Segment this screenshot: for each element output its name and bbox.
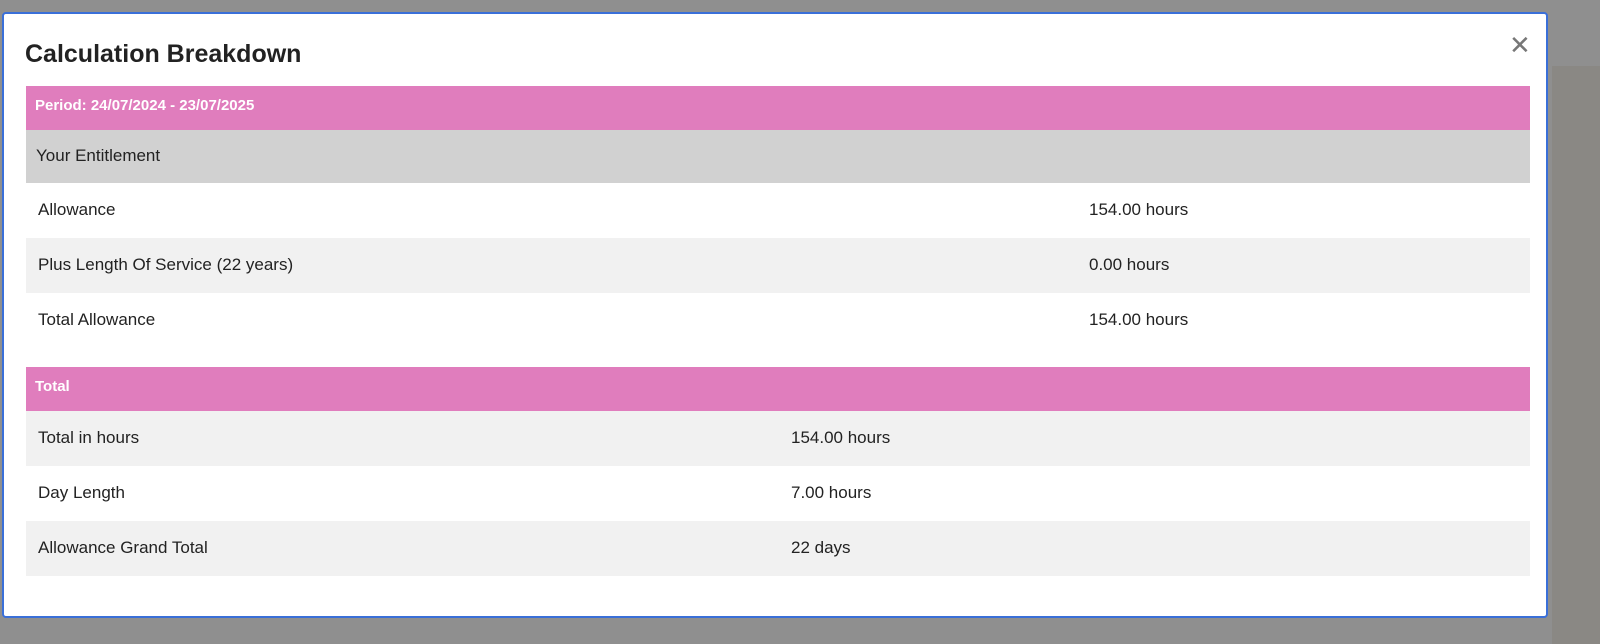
row-value: 22 days	[791, 538, 851, 557]
total-table: Total Total in hours 154.00 hours Day Le…	[26, 367, 1530, 576]
total-header: Total	[26, 367, 1530, 411]
calculation-breakdown-modal: Calculation Breakdown ✕ Period: 24/07/20…	[2, 12, 1548, 618]
row-value: 154.00 hours	[791, 428, 891, 447]
table-row: Day Length 7.00 hours	[26, 466, 1530, 521]
section-header: Your Entitlement	[26, 130, 1530, 183]
row-value: 7.00 hours	[791, 483, 872, 502]
row-label: Allowance Grand Total	[38, 538, 208, 557]
row-label: Total Allowance	[38, 310, 156, 329]
row-label: Total in hours	[38, 428, 140, 447]
background-panel	[1552, 66, 1600, 644]
table-row: Total in hours 154.00 hours	[26, 411, 1530, 466]
row-value: 154.00 hours	[1089, 200, 1189, 219]
table-row: Plus Length Of Service (22 years) 0.00 h…	[26, 238, 1530, 293]
row-value: 0.00 hours	[1089, 255, 1170, 274]
table-row: Total Allowance 154.00 hours	[26, 293, 1530, 348]
row-label: Day Length	[38, 483, 125, 502]
modal-title: Calculation Breakdown	[25, 40, 302, 68]
table-row: Allowance Grand Total 22 days	[26, 521, 1530, 576]
row-value: 154.00 hours	[1089, 310, 1189, 329]
row-label: Plus Length Of Service (22 years)	[38, 255, 294, 274]
entitlement-table: Period: 24/07/2024 - 23/07/2025 Your Ent…	[26, 86, 1530, 348]
row-label: Allowance	[38, 200, 116, 219]
table-row: Allowance 154.00 hours	[26, 183, 1530, 238]
period-header: Period: 24/07/2024 - 23/07/2025	[26, 86, 1530, 130]
close-icon[interactable]: ✕	[1509, 30, 1531, 60]
